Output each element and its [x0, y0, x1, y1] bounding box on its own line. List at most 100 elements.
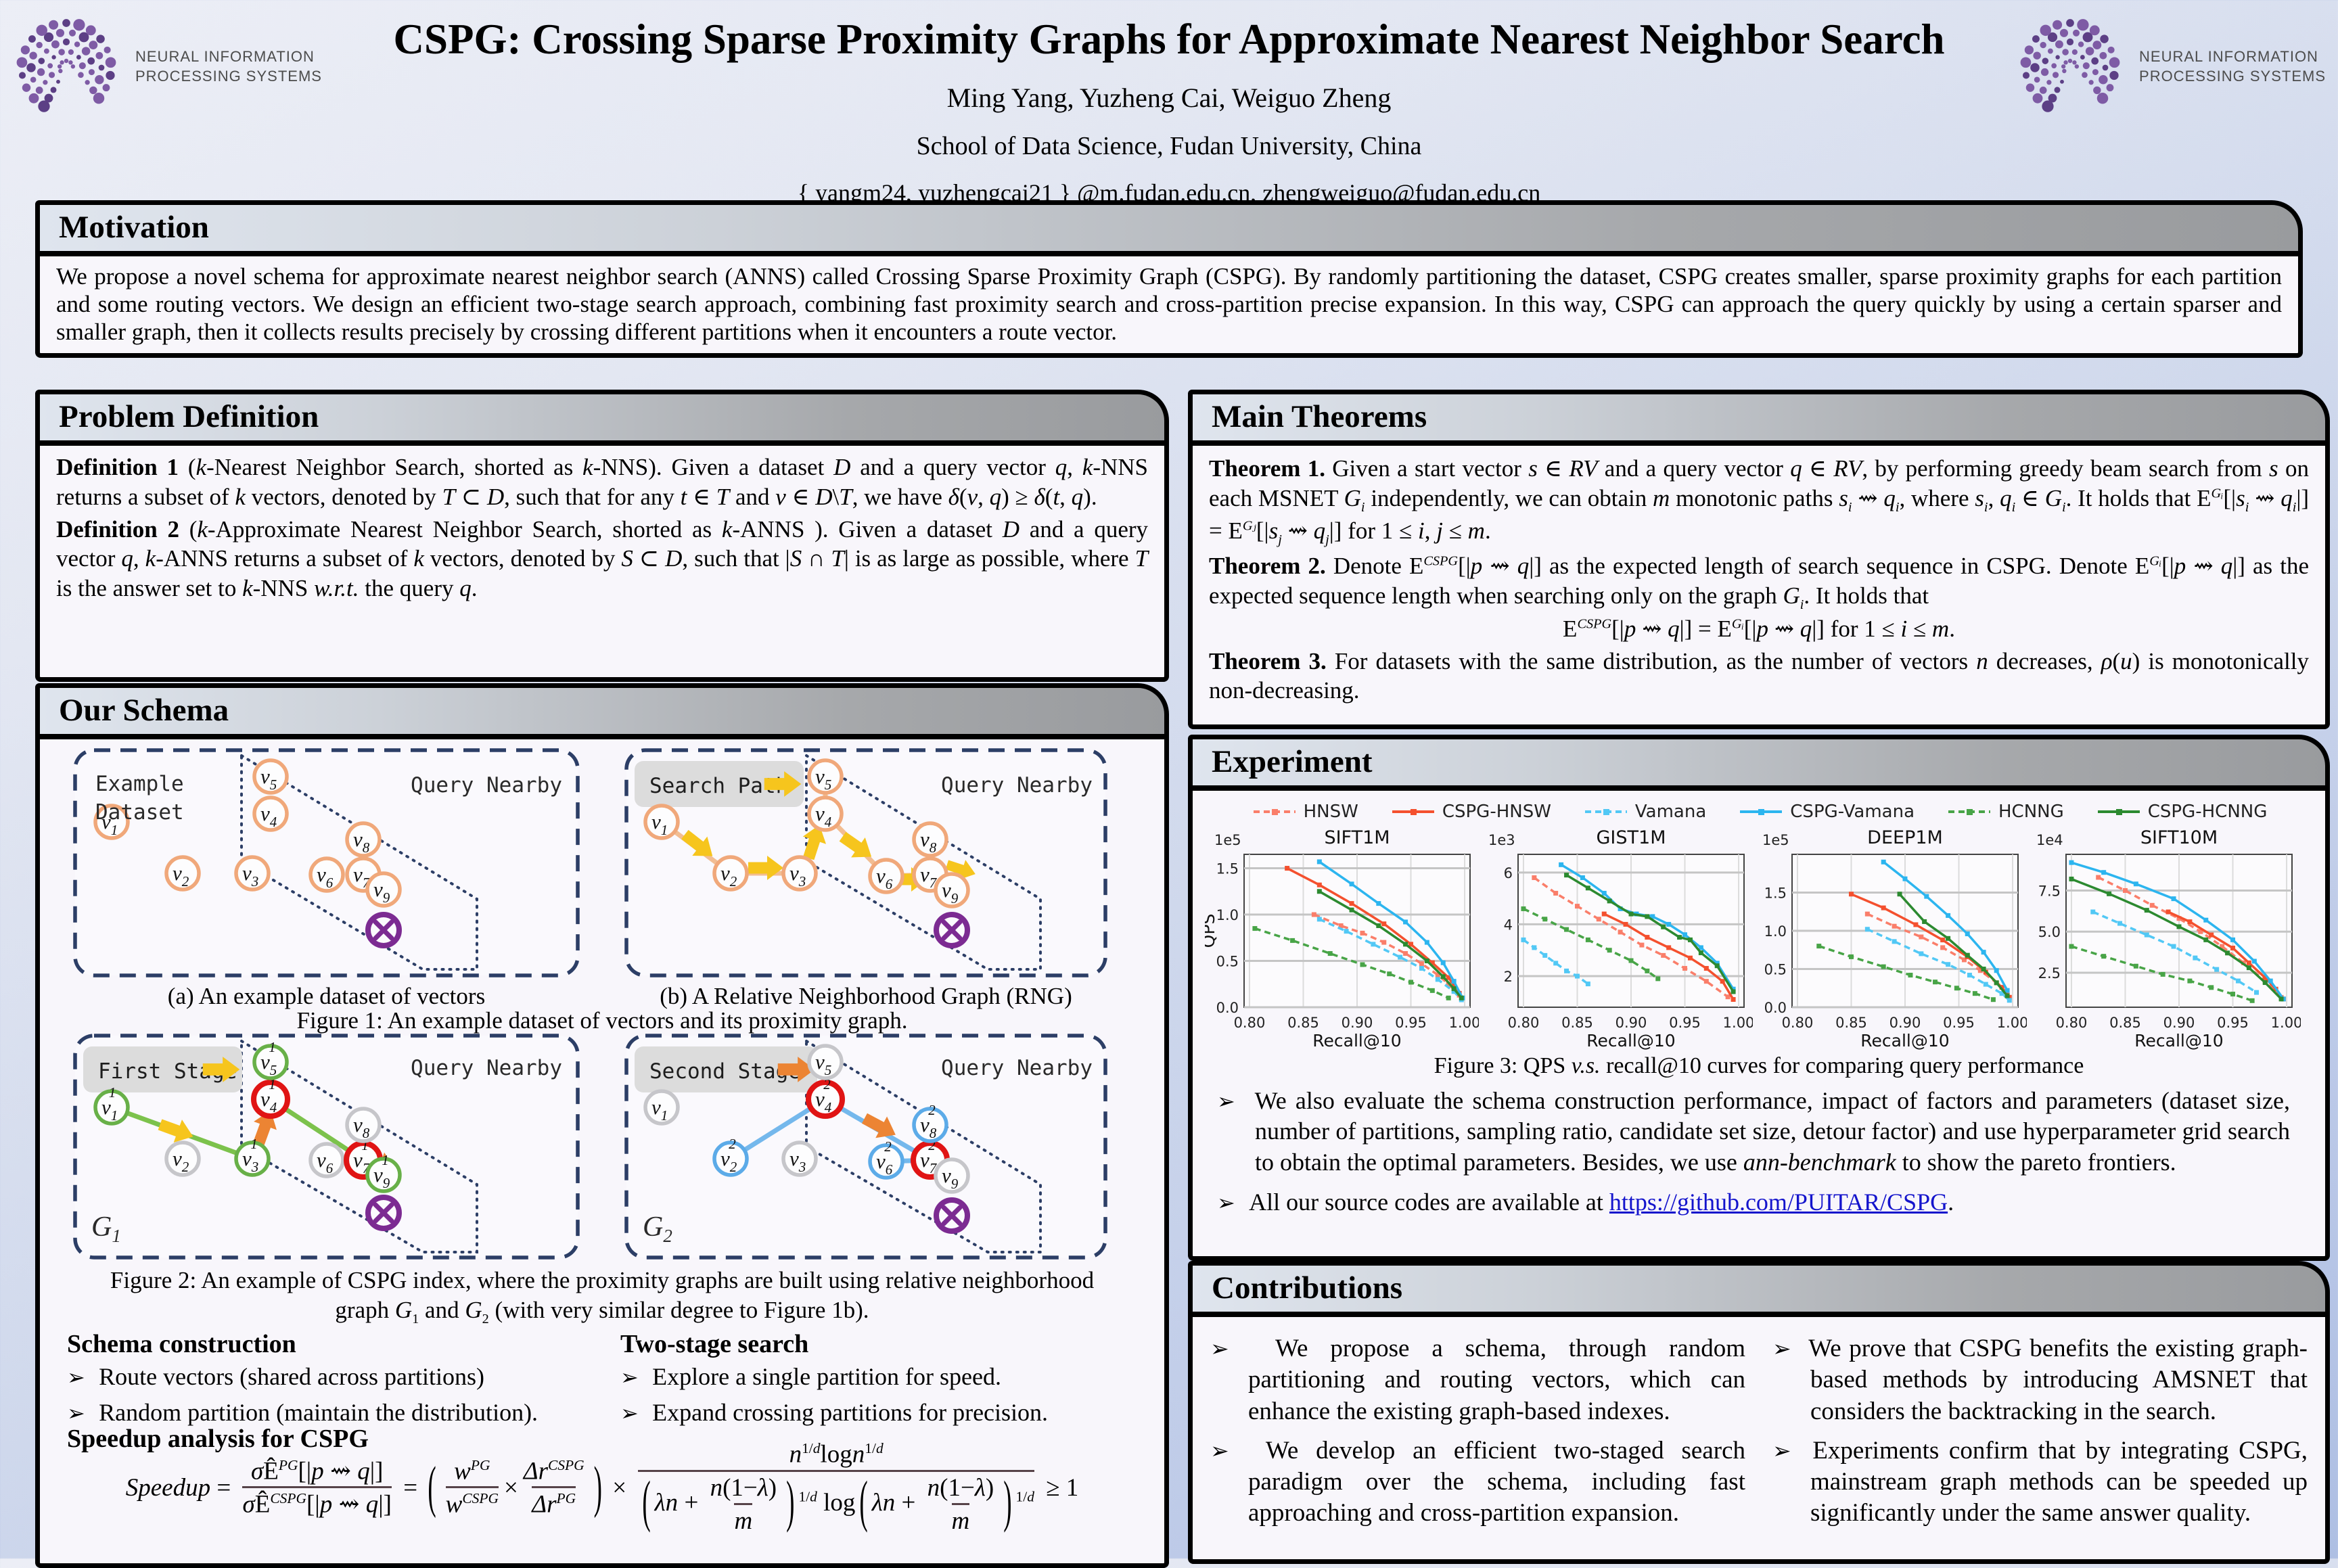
svg-text:0.85: 0.85: [1561, 1015, 1593, 1031]
list-item: We develop an efficient two-staged searc…: [1210, 1435, 1745, 1529]
neurips-logo-text: NEURAL INFORMATION PROCESSING SYSTEMS: [2139, 47, 2326, 86]
figure-2-caption: Figure 2: An example of CSPG index, wher…: [110, 1267, 1095, 1327]
svg-text:QPS: QPS: [1205, 914, 1218, 948]
logo-text-line1: NEURAL INFORMATION: [135, 48, 315, 66]
svg-text:Second Stage: Second Stage: [649, 1059, 801, 1084]
experiment-heading: Experiment: [1188, 735, 2330, 791]
legend-label: CSPG-HCNNG: [2147, 802, 2268, 822]
theorem-2: Theorem 2. Denote ECSPG[|p ⇝ q|] as the …: [1209, 553, 2310, 613]
svg-text:v71: v71: [353, 1137, 371, 1176]
svg-text:0.0: 0.0: [1764, 1000, 1787, 1016]
motivation-heading: Motivation: [35, 200, 2303, 256]
svg-text:5.0: 5.0: [2038, 924, 2061, 940]
logo-text-line1: NEURAL INFORMATION: [2139, 48, 2318, 66]
two-stage-search-list: Explore a single partition for speed. Ex…: [620, 1362, 1141, 1434]
svg-text:1.0: 1.0: [1764, 923, 1787, 940]
poster-title: CSPG: Crossing Sparse Proximity Graphs f…: [393, 16, 1945, 63]
chart-gist1m: 0.80 0.85 0.90 0.95 1.00 2 4 6 GIST1M 1e3 Recall@1…: [1488, 827, 1753, 1051]
legend-item: CSPG-HCNNG: [2095, 802, 2268, 822]
svg-text:v3: v3: [242, 861, 258, 890]
two-stage-search-heading: Two-stage search: [620, 1330, 809, 1358]
logo-text-line2: PROCESSING SYSTEMS: [135, 68, 322, 85]
section-main-theorems: Main Theorems Theorem 1. Given a start v…: [1188, 390, 2330, 729]
main-theorems-heading: Main Theorems: [1188, 390, 2330, 446]
svg-text:v3: v3: [789, 1147, 806, 1175]
legend-item: CSPG-Vamana: [1737, 802, 1915, 822]
list-item: Explore a single partition for speed.: [620, 1362, 1141, 1392]
svg-text:Recall@10: Recall@10: [1860, 1031, 1949, 1051]
authors-line: Ming Yang, Yuzheng Cai, Weiguo Zheng: [946, 83, 1392, 113]
svg-text:Dataset: Dataset: [95, 800, 184, 825]
svg-text:v11: v11: [101, 1084, 117, 1124]
list-item: All our source codes are available at ht…: [1217, 1187, 2290, 1218]
list-item: Route vectors (shared across partitions): [67, 1362, 588, 1392]
svg-text:v2: v2: [720, 861, 737, 890]
figure-1a-caption: (a) An example dataset of vectors: [167, 983, 486, 1009]
section-problem-definition: Problem Definition Definition 1 (k-Neare…: [35, 390, 1169, 682]
svg-text:0.90: 0.90: [1889, 1015, 1921, 1031]
list-item: We prove that CSPG benefits the existing…: [1772, 1333, 2308, 1427]
figure-2b-second-stage: Second Stagev1v22v3v42v5v62v72v82v9Query…: [624, 1034, 1107, 1260]
list-item: We also evaluate the schema construction…: [1217, 1086, 2290, 1178]
svg-text:v3: v3: [789, 861, 806, 890]
svg-text:v6: v6: [317, 862, 334, 891]
chart-sift1m: 0.80 0.85 0.90 0.95 1.00 0.0 0.5 1.0 1.5 SIFT1M 1e…: [1205, 827, 1479, 1051]
legend-item: HCNNG: [1946, 802, 2064, 822]
theorem-3: Theorem 3. For datasets with the same di…: [1209, 647, 2309, 704]
svg-text:1e5: 1e5: [1762, 832, 1789, 848]
neurips-logo-icon: [16, 19, 116, 112]
svg-text:0.0: 0.0: [1216, 1000, 1239, 1016]
speedup-formula: Speedup = σÊPG[|p ⇝ q|] σÊCSPG[|p ⇝ q|] =…: [125, 1440, 1079, 1536]
legend-label: Vamana: [1634, 802, 1707, 822]
svg-text:v91: v91: [373, 1152, 390, 1191]
legend-item: Vamana: [1582, 802, 1706, 822]
section-experiment: Experiment HNSW CSPG-HNSW Vamana CSPG-Vaman…: [1188, 735, 2330, 1261]
svg-text:v4: v4: [260, 802, 277, 830]
svg-text:v51: v51: [260, 1039, 277, 1078]
svg-text:1.5: 1.5: [1216, 861, 1239, 877]
svg-text:Recall@10: Recall@10: [2134, 1031, 2223, 1051]
list-item: Expand crossing partitions for precision…: [620, 1398, 1141, 1428]
legend-label: CSPG-Vamana: [1790, 802, 1915, 822]
section-motivation: Motivation We propose a novel schema for…: [35, 200, 2303, 358]
svg-text:Recall@10: Recall@10: [1312, 1031, 1401, 1051]
legend-label: HCNNG: [1998, 802, 2064, 822]
svg-text:v5: v5: [815, 1050, 831, 1078]
theorem-2-equation: ECSPG[|p ⇝ q|] = EGᵢ[|p ⇝ q|] for 1 ≤ i …: [1563, 615, 1955, 642]
svg-text:Query Nearby: Query Nearby: [941, 773, 1093, 798]
svg-text:v8: v8: [920, 827, 937, 856]
svg-text:1.00: 1.00: [1449, 1015, 1479, 1031]
svg-text:v8: v8: [353, 827, 370, 856]
svg-text:0.95: 0.95: [1395, 1015, 1427, 1031]
svg-text:0.80: 0.80: [1234, 1015, 1266, 1031]
svg-text:SIFT10M: SIFT10M: [2140, 827, 2218, 848]
svg-text:0.90: 0.90: [1342, 1015, 1373, 1031]
svg-text:0.85: 0.85: [1835, 1015, 1867, 1031]
svg-text:1.0: 1.0: [1216, 907, 1239, 923]
section-our-schema: Our Schema v1 v2 v3 v4 v5 v6 v7 v8 v9 Example Data…: [35, 683, 1169, 1568]
contributions-heading: Contributions: [1188, 1261, 2330, 1317]
svg-text:1.00: 1.00: [1723, 1015, 1753, 1031]
speedup-analysis-heading: Speedup analysis for CSPG: [67, 1425, 369, 1453]
svg-text:Recall@10: Recall@10: [1586, 1031, 1675, 1051]
figure-1b-caption: (b) A Relative Neighborhood Graph (RNG): [660, 983, 1072, 1009]
svg-text:v22: v22: [720, 1136, 737, 1175]
svg-text:v1: v1: [651, 810, 668, 838]
github-link[interactable]: https://github.com/PUITAR/CSPG: [1609, 1189, 1948, 1216]
svg-text:SIFT1M: SIFT1M: [1324, 827, 1390, 848]
svg-text:0.95: 0.95: [1943, 1015, 1975, 1031]
motivation-text: We propose a novel schema for approximat…: [56, 263, 2282, 345]
list-item: Random partition (maintain the distribut…: [67, 1398, 588, 1428]
list-item: We propose a schema, through random part…: [1210, 1333, 1745, 1427]
svg-text:Query Nearby: Query Nearby: [411, 1056, 562, 1080]
chart-legend: HNSW CSPG-HNSW Vamana CSPG-Vamana HCNNG CSPG-…: [1193, 802, 2325, 822]
svg-text:1e3: 1e3: [1488, 832, 1515, 848]
legend-item: CSPG-HNSW: [1390, 802, 1551, 822]
svg-text:v82: v82: [920, 1102, 937, 1141]
svg-text:0.80: 0.80: [2056, 1015, 2088, 1031]
legend-label: HNSW: [1303, 802, 1358, 822]
figure-3-charts: 0.80 0.85 0.90 0.95 1.00 0.0 0.5 1.0 1.5 SIFT1M 1e…: [1205, 827, 2301, 1051]
figure-3-caption: Figure 3: QPS v.s. recall@10 curves for …: [1434, 1053, 2084, 1078]
svg-text:v1: v1: [651, 1095, 668, 1124]
